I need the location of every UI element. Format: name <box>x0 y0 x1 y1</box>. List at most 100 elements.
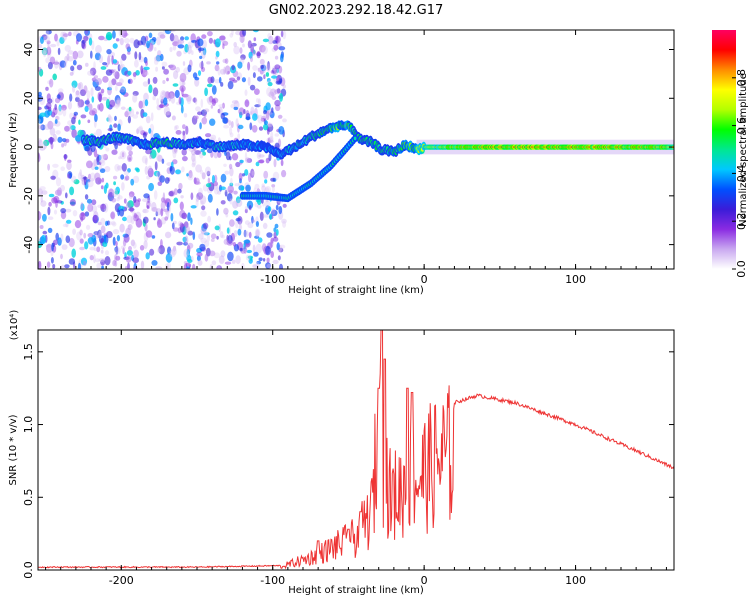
noise-blob <box>62 223 68 228</box>
noise-blob <box>61 143 65 148</box>
noise-blob <box>120 106 126 110</box>
noise-blob <box>223 66 226 75</box>
noise-blob <box>106 231 113 239</box>
noise-blob <box>86 160 93 169</box>
noise-blob <box>101 96 108 101</box>
noise-blob <box>50 43 57 48</box>
noise-blob <box>119 87 126 93</box>
noise-blob <box>88 103 93 112</box>
noise-blob <box>179 222 184 228</box>
noise-blob <box>93 247 97 252</box>
noise-blob <box>262 38 269 43</box>
noise-blob <box>109 69 115 74</box>
noise-blob <box>276 76 280 82</box>
noise-blob <box>204 87 209 97</box>
noise-blob <box>57 136 63 143</box>
noise-blob <box>64 153 67 161</box>
noise-blob <box>168 92 174 99</box>
noise-blob <box>97 229 102 239</box>
noise-blob <box>200 200 204 205</box>
noise-blob <box>172 227 179 232</box>
noise-blob <box>45 244 52 248</box>
noise-blob <box>150 112 154 122</box>
noise-blob <box>187 64 192 73</box>
noise-blob <box>179 201 184 211</box>
noise-blob <box>60 166 65 171</box>
noise-blob <box>194 76 200 81</box>
noise-blob <box>157 171 160 177</box>
noise-blob <box>237 61 243 69</box>
noise-blob <box>206 83 213 88</box>
noise-blob <box>181 93 189 98</box>
noise-blob <box>176 241 183 246</box>
noise-blob <box>125 43 131 50</box>
noise-blob <box>105 31 113 41</box>
noise-blob <box>206 148 213 154</box>
noise-blob <box>114 94 121 105</box>
noise-blob <box>107 128 114 132</box>
noise-blob <box>113 181 116 186</box>
noise-blob <box>199 55 203 60</box>
noise-blob <box>255 229 260 237</box>
noise-blob <box>254 228 261 237</box>
noise-blob <box>279 263 283 269</box>
noise-blob <box>121 32 129 37</box>
noise-blob <box>161 158 165 164</box>
noise-blob <box>61 244 68 250</box>
noise-blob <box>39 97 45 105</box>
noise-blob <box>201 205 206 211</box>
noise-blob <box>220 68 226 75</box>
noise-blob <box>149 154 153 160</box>
noise-blob <box>65 192 68 199</box>
y-tick-label: 1.5 <box>22 343 35 361</box>
noise-blob <box>115 245 119 255</box>
noise-blob <box>95 78 102 85</box>
noise-blob <box>93 254 96 264</box>
noise-blob <box>163 198 171 202</box>
noise-blob <box>67 101 73 110</box>
noise-blob <box>71 128 77 138</box>
noise-blob <box>261 183 265 188</box>
noise-blob <box>83 85 88 94</box>
noise-blob <box>117 195 123 200</box>
noise-blob <box>195 115 199 120</box>
noise-blob <box>105 147 110 152</box>
noise-blob <box>192 97 198 103</box>
noise-blob <box>67 171 73 179</box>
noise-blob <box>75 91 81 99</box>
noise-blob <box>217 266 221 269</box>
noise-blob <box>245 110 250 118</box>
noise-blob <box>269 110 275 119</box>
noise-blob <box>132 91 139 96</box>
y-tick-label: 40 <box>22 43 35 57</box>
x-tick-label: 0 <box>421 574 428 587</box>
noise-blob <box>46 243 53 253</box>
noise-blob <box>274 133 280 137</box>
noise-blob <box>162 80 166 84</box>
noise-blob <box>132 211 137 219</box>
noise-blob <box>243 229 247 238</box>
noise-blob <box>259 44 266 53</box>
noise-blob <box>250 168 255 178</box>
x-tick-label: 100 <box>565 574 586 587</box>
noise-blob <box>210 238 215 243</box>
noise-blob <box>169 64 176 71</box>
noise-blob <box>108 80 113 90</box>
noise-blob <box>251 42 257 47</box>
noise-blob <box>99 165 102 170</box>
noise-blob <box>42 213 47 222</box>
noise-blob <box>163 200 168 204</box>
noise-blob <box>180 36 185 41</box>
noise-blob <box>280 53 284 63</box>
y-tick-label: 0.5 <box>22 489 35 507</box>
noise-blob <box>119 208 125 217</box>
noise-blob <box>239 159 244 164</box>
noise-blob <box>263 123 269 131</box>
noise-blob <box>133 212 137 219</box>
noise-blob <box>54 103 57 111</box>
noise-blob <box>175 66 180 73</box>
noise-blob <box>186 265 190 269</box>
noise-blob <box>54 97 61 104</box>
noise-blob <box>171 222 175 230</box>
noise-blob <box>172 41 179 47</box>
